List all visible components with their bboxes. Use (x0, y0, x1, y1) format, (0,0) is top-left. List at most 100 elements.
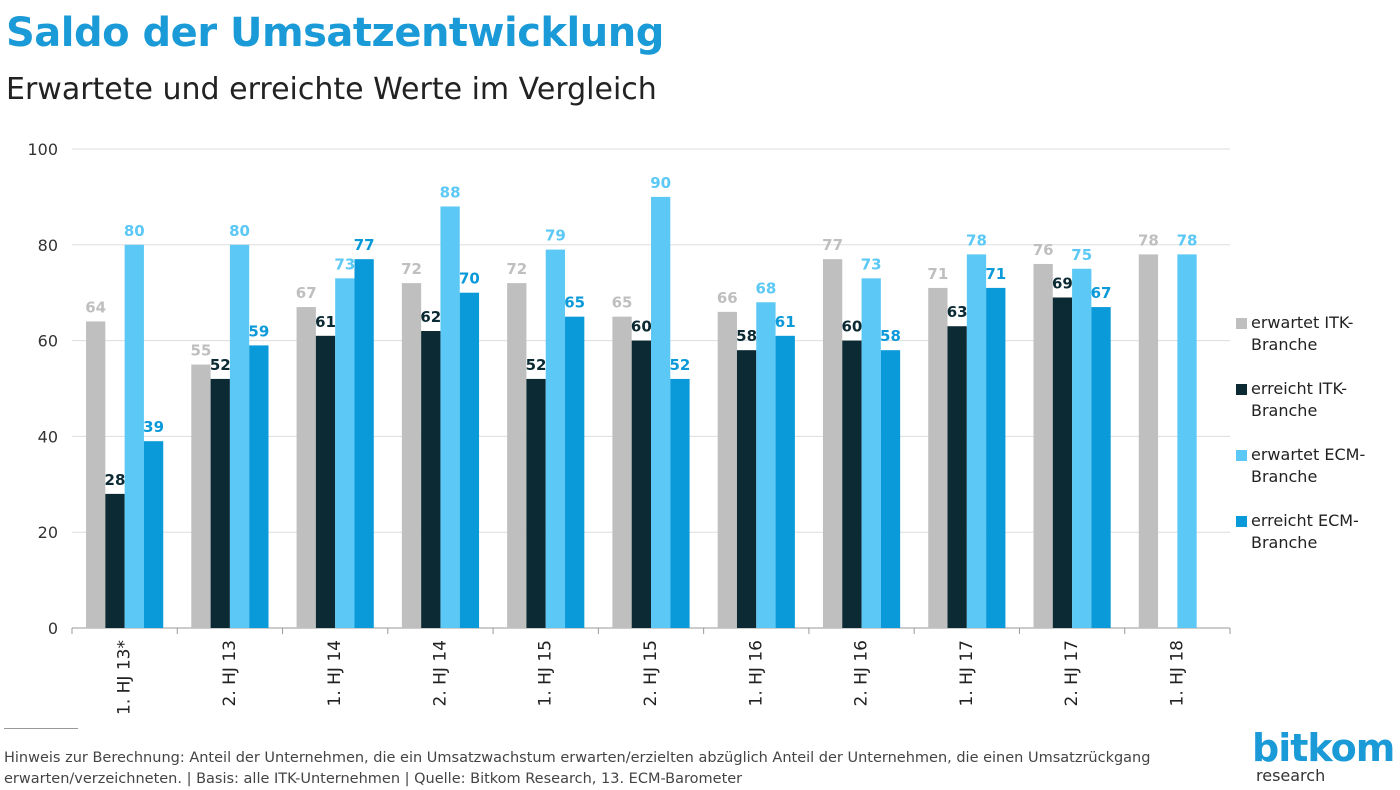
bar (928, 287, 948, 628)
data-label: 60 (631, 318, 652, 336)
logo-text: bitkom (1252, 726, 1395, 770)
data-label: 52 (210, 356, 231, 374)
legend-label: erwartet ITK-Branche (1251, 313, 1354, 354)
bar (105, 493, 125, 628)
y-tick-label: 60 (38, 332, 58, 351)
data-label: 28 (105, 471, 126, 489)
data-label: 78 (1138, 231, 1159, 249)
bar (401, 283, 422, 628)
bar (861, 278, 881, 628)
footnote: Hinweis zur Berechnung: Anteil der Unter… (4, 750, 1151, 787)
data-label: 77 (822, 236, 843, 254)
bar (736, 350, 757, 628)
data-label: 68 (755, 279, 776, 297)
y-tick-label: 20 (38, 523, 58, 542)
bar (986, 287, 1006, 628)
data-label: 70 (459, 270, 480, 288)
bar (421, 331, 441, 628)
data-label: 63 (947, 303, 968, 321)
bar (1177, 254, 1197, 628)
bar (354, 259, 374, 628)
bar (842, 340, 862, 628)
chart-title: Saldo der Umsatzentwicklung (6, 10, 664, 56)
bar (191, 364, 211, 628)
data-label: 79 (545, 227, 566, 245)
bar (1052, 297, 1073, 628)
data-label: 71 (927, 265, 948, 283)
bar (756, 302, 776, 628)
x-tick-label: 2. HJ 13 (220, 640, 240, 706)
data-label: 52 (526, 356, 547, 374)
data-label: 65 (564, 294, 585, 312)
legend-label: erwartet ECM-Branche (1251, 445, 1366, 486)
data-label: 55 (191, 342, 212, 360)
x-tick-label: 1. HJ 15 (536, 640, 556, 706)
y-tick-label: 40 (38, 427, 58, 446)
bar (822, 259, 843, 628)
data-label: 72 (506, 260, 527, 278)
y-tick-label: 80 (38, 236, 58, 255)
x-tick-label: 2. HJ 17 (1062, 640, 1082, 706)
x-tick-label: 1. HJ 18 (1167, 640, 1187, 706)
x-tick-label: 1. HJ 13* (115, 640, 135, 715)
bar (1033, 263, 1053, 628)
data-label: 58 (880, 327, 901, 345)
bar (249, 345, 269, 628)
data-label: 75 (1071, 246, 1092, 264)
bar (966, 254, 987, 628)
bar (124, 244, 144, 629)
legend-label: erreicht ITK-Branche (1251, 379, 1348, 420)
legend-label: erreicht ECM-Branche (1251, 511, 1359, 552)
legend-item: erreicht ITK-Branche (1236, 378, 1376, 422)
bar (440, 206, 460, 629)
bar (545, 249, 566, 628)
bar (210, 378, 230, 628)
bar (335, 278, 355, 628)
data-label: 61 (315, 313, 336, 331)
legend-swatch (1236, 318, 1247, 329)
data-label: 88 (440, 183, 461, 201)
bar (1091, 307, 1111, 628)
data-label: 67 (1091, 284, 1112, 302)
data-label: 66 (717, 289, 738, 307)
bar (507, 283, 527, 628)
bar (315, 335, 336, 628)
bar (143, 441, 164, 628)
bar (651, 196, 671, 628)
data-label: 67 (296, 284, 317, 302)
data-label: 65 (612, 294, 633, 312)
y-tick-label: 100 (27, 140, 58, 159)
data-label: 64 (85, 298, 106, 316)
bar (612, 316, 632, 628)
bar (670, 378, 690, 628)
bar (880, 350, 901, 628)
bar (947, 326, 967, 628)
logo: bitkom research (1252, 726, 1395, 785)
bar (459, 292, 480, 628)
data-label: 80 (229, 222, 250, 240)
bar (1072, 268, 1092, 628)
data-label: 58 (736, 327, 757, 345)
legend-swatch (1236, 516, 1247, 527)
legend-item: erwartet ITK-Branche (1236, 312, 1376, 356)
y-tick-label: 0 (48, 619, 58, 638)
bar (526, 378, 546, 628)
bar (565, 316, 585, 628)
data-label: 71 (985, 265, 1006, 283)
legend-swatch (1236, 384, 1247, 395)
bar (775, 335, 795, 628)
data-label: 72 (401, 260, 422, 278)
data-label: 80 (124, 222, 145, 240)
data-label: 61 (775, 313, 796, 331)
legend-item: erreicht ECM-Branche (1236, 510, 1376, 554)
data-label: 90 (650, 174, 671, 192)
legend: erwartet ITK-Branche erreicht ITK-Branche… (1236, 312, 1376, 576)
data-label: 77 (354, 236, 375, 254)
bar (1138, 254, 1159, 628)
data-label: 78 (966, 231, 987, 249)
x-tick-label: 2. HJ 16 (852, 640, 872, 706)
bar (717, 311, 737, 628)
logo-subtitle: research (1256, 766, 1326, 785)
